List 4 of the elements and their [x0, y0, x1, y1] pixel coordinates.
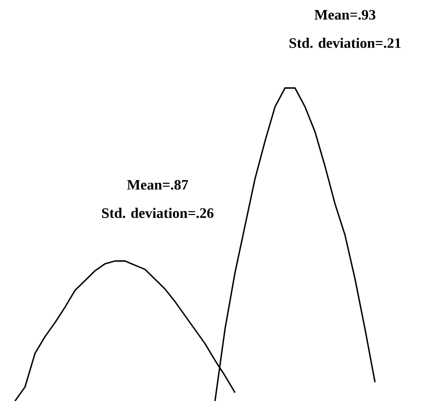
text: Mean=.93 — [314, 10, 376, 20]
annotation: Std. deviation=.26 — [102, 208, 214, 218]
text: Std. deviation=.21 — [290, 38, 401, 48]
text: Mean=.87 — [127, 180, 188, 190]
